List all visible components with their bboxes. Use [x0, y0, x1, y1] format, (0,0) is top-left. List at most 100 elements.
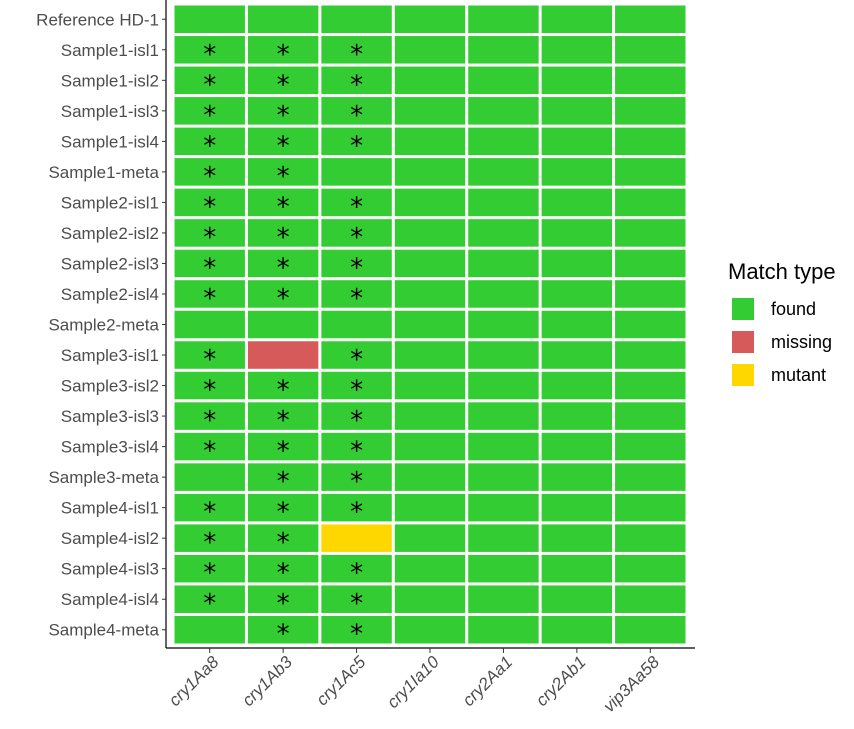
heatmap-cell: [247, 493, 319, 522]
heatmap-cell: [468, 36, 539, 64]
y-tick-label: Sample3-isl1: [61, 346, 159, 365]
heatmap-cell: [394, 66, 466, 95]
heatmap-cell: [321, 310, 392, 339]
heatmap-cell: [541, 249, 613, 278]
y-tick-label: Sample4-isl3: [61, 560, 159, 579]
heatmap-cell: [468, 585, 539, 613]
heatmap-cell: [541, 188, 613, 217]
heatmap-cell: [321, 585, 392, 613]
y-tick-label: Sample1-isl2: [61, 71, 159, 90]
heatmap-cell: [468, 554, 539, 583]
legend-label: mutant: [771, 365, 826, 385]
heatmap-cell: [468, 66, 539, 95]
y-tick-label: Sample1-isl4: [61, 132, 159, 151]
star-marker: *: [277, 376, 290, 406]
heatmap-cell: [541, 66, 613, 95]
heatmap-cell: [247, 66, 319, 95]
heatmap-cell: [174, 219, 245, 247]
star-marker: *: [203, 437, 216, 467]
heatmap-cell: [468, 402, 539, 430]
heatmap-cell: [174, 66, 245, 95]
star-marker: *: [350, 589, 363, 619]
heatmap-cell: [468, 341, 539, 369]
heatmap-cell: [394, 158, 466, 186]
heatmap-cell: [321, 158, 392, 186]
heatmap-cell: [615, 432, 686, 461]
heatmap-cell: [174, 188, 245, 217]
star-marker: *: [350, 345, 363, 375]
star-marker: *: [277, 131, 290, 161]
y-axis-labels: Reference HD-1 Sample1-isl1 Sample1-isl2 Sa…: [36, 10, 159, 639]
x-tick-label: cry1Ia10: [383, 652, 443, 712]
heatmap-cell: [468, 219, 539, 247]
star-marker: *: [350, 437, 363, 467]
heatmap-cell: [541, 280, 613, 308]
heatmap-cell: [615, 493, 686, 522]
star-marker: *: [277, 253, 290, 283]
y-tick-label: Sample3-isl2: [61, 377, 159, 396]
star-marker: *: [350, 498, 363, 528]
heatmap-cell: [468, 5, 539, 34]
heatmap-cell: [174, 249, 245, 278]
heatmap-cell: [394, 5, 466, 34]
heatmap-cell: [541, 219, 613, 247]
star-marker: *: [277, 467, 290, 497]
y-tick-label: Sample3-isl3: [61, 407, 159, 426]
star-marker: *: [277, 528, 290, 558]
star-marker: *: [277, 589, 290, 619]
heatmap-cell: [394, 432, 466, 461]
heatmap-cell: [468, 463, 539, 491]
star-marker: *: [277, 620, 290, 650]
heatmap-cell: [541, 493, 613, 522]
heatmap-cell: [541, 371, 613, 400]
star-marker: *: [203, 345, 216, 375]
y-tick-label: Reference HD-1: [36, 10, 159, 29]
y-tick-label: Sample3-isl4: [61, 438, 159, 457]
star-marker: *: [277, 162, 290, 192]
heatmap-cell: [394, 493, 466, 522]
heatmap-cell: [615, 280, 686, 308]
heatmap-cell: [247, 524, 319, 552]
x-tick-label: vip3Aa58: [600, 652, 664, 716]
heatmap-cell: [394, 463, 466, 491]
heatmap-cell: [468, 127, 539, 156]
star-marker: *: [203, 162, 216, 192]
star-marker: *: [277, 101, 290, 131]
legend-swatch: [732, 364, 754, 386]
star-marker: *: [203, 589, 216, 619]
heatmap-cell: [174, 402, 245, 430]
star-marker: *: [203, 101, 216, 131]
heatmap-cell: [394, 249, 466, 278]
heatmap-cell: [247, 310, 319, 339]
heatmap-cell: [394, 371, 466, 400]
heatmap-cell: [247, 371, 319, 400]
heatmap-cell: [541, 341, 613, 369]
star-marker: *: [350, 559, 363, 589]
heatmap-cell: [615, 615, 686, 644]
heatmap-cell: [615, 97, 686, 125]
heatmap-cell: [174, 493, 245, 522]
heatmap-cell: [321, 493, 392, 522]
heatmap-cell: [615, 5, 686, 34]
heatmap-cell: [247, 280, 319, 308]
x-tick-label: cry1Ac5: [313, 652, 370, 709]
heatmap-cell: [174, 615, 245, 644]
heatmap-cell: [174, 341, 245, 369]
heatmap-cell: [174, 310, 245, 339]
heatmap-cell: [541, 5, 613, 34]
heatmap-cell: [174, 463, 245, 491]
heatmap-cell: [615, 219, 686, 247]
heatmap-cell: [321, 219, 392, 247]
heatmap-cell: [247, 341, 319, 369]
y-tick-label: Sample4-isl2: [61, 529, 159, 548]
heatmap-cell: [394, 310, 466, 339]
heatmap-cell: [394, 36, 466, 64]
heatmap-cell: [541, 97, 613, 125]
heatmap-cell: [394, 188, 466, 217]
heatmap-cell: [247, 188, 319, 217]
star-marker: *: [350, 40, 363, 70]
heatmap-cell: [174, 5, 245, 34]
x-axis-labels: cry1Aa8 cry1Ab3 cry1Ac5 cry1Ia10 cry2Aa1 cry2…: [165, 652, 663, 716]
heatmap-cell: [615, 524, 686, 552]
